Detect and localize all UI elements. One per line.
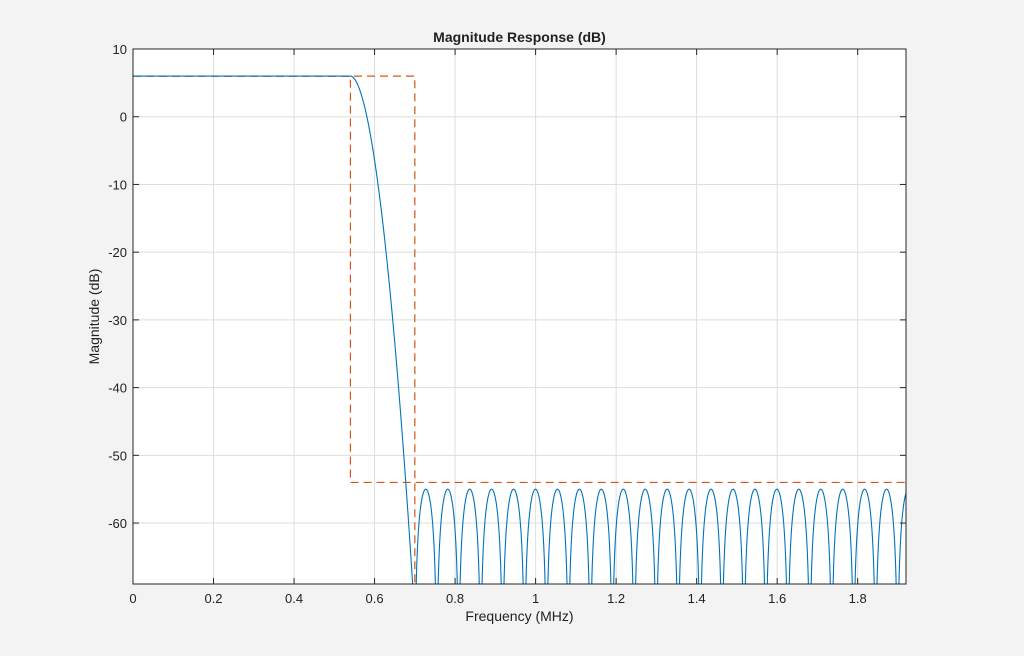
y-tick-labels: 10 0 -10 -20 -30 -40 -50 -60: [108, 42, 127, 531]
x-tick-label: 1.2: [607, 591, 625, 606]
series-layer: [133, 75, 906, 584]
y-tick-label: 0: [120, 110, 127, 125]
magnitude-response-line: [133, 75, 906, 584]
y-tick-label: -50: [108, 448, 127, 463]
x-tick-label: 0.2: [204, 591, 222, 606]
axes-box: [132, 48, 907, 585]
x-tick-label: 0.6: [366, 591, 384, 606]
x-tick-label: 0: [129, 591, 136, 606]
chart-title: Magnitude Response (dB): [433, 29, 606, 45]
x-tick-label: 0.8: [446, 591, 464, 606]
y-tick-label: -10: [108, 177, 127, 192]
plot-area[interactable]: [133, 49, 906, 584]
y-axis-title: Magnitude (dB): [86, 269, 102, 365]
y-tick-label: -30: [108, 313, 127, 328]
tick-marks: [132, 48, 906, 584]
x-tick-label: 0.4: [285, 591, 303, 606]
x-tick-label: 1: [532, 591, 539, 606]
y-tick-label: -40: [108, 381, 127, 396]
x-tick-label: 1.6: [768, 591, 786, 606]
y-tick-label: 10: [113, 42, 127, 57]
y-tick-label: -20: [108, 245, 127, 260]
x-tick-labels: 0 0.2 0.4 0.6 0.8 1 1.2 1.4 1.6 1.8: [129, 591, 866, 606]
x-axis-title: Frequency (MHz): [465, 608, 573, 624]
x-tick-label: 1.4: [688, 591, 706, 606]
y-tick-label: -60: [108, 516, 127, 531]
x-tick-label: 1.8: [849, 591, 867, 606]
